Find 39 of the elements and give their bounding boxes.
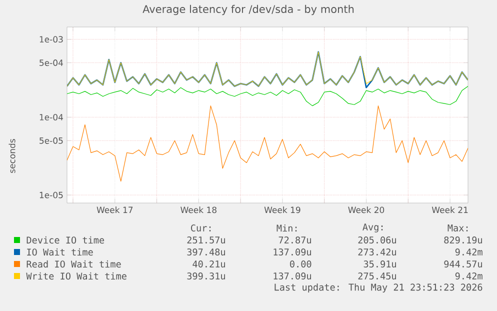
y-tick-label: 1e-03 [40,36,63,43]
text: Max: [448,224,468,232]
text: 275.45u [358,272,396,280]
legend-label: Device IO time [26,236,104,244]
text: 137.09u [274,272,311,280]
text: Min: [276,224,297,232]
text: 40.21u [192,260,225,268]
text: 251.57u [187,236,225,244]
chart-title: Average latency for /dev/sda - by month [142,4,354,16]
y-axis-title: seconds [8,139,16,173]
y-tick-label: 1e-04 [40,114,63,120]
line-series [67,106,468,182]
text: 9.42m [455,272,482,280]
text: Avg: [362,224,383,232]
text: 137.09u [274,248,311,256]
text: 0.00 [290,260,312,268]
y-tick-label: 5e-04 [40,60,63,66]
x-tick-label: Week 18 [180,206,216,214]
text: 273.42u [358,248,396,256]
line-series [67,86,468,106]
x-tick-label: Week 20 [348,206,384,214]
text: 9.42m [455,248,482,256]
x-tick-label: Week 19 [264,206,300,214]
legend-label: Write IO Wait time [26,272,126,280]
y-tick-label: 5e-05 [40,137,63,144]
legend-label: IO Wait time [27,248,93,256]
text: 397.48u [187,248,225,256]
text: 72.87u [278,236,311,244]
text: 399.31u [187,272,225,280]
text: Last update: Thu May 21 23:51:23 2026 [274,283,482,292]
text: 829.19u [444,236,482,244]
legend-label: Read IO Wait time [26,260,121,268]
y-tick-label: 1e-05 [40,192,63,198]
text: 944.57u [444,260,482,268]
x-tick-label: Week 21 [432,206,468,214]
text: Cur: [191,224,211,232]
text: 35.91u [364,260,396,268]
text: 205.06u [358,236,396,244]
x-tick-label: Week 17 [96,206,133,214]
